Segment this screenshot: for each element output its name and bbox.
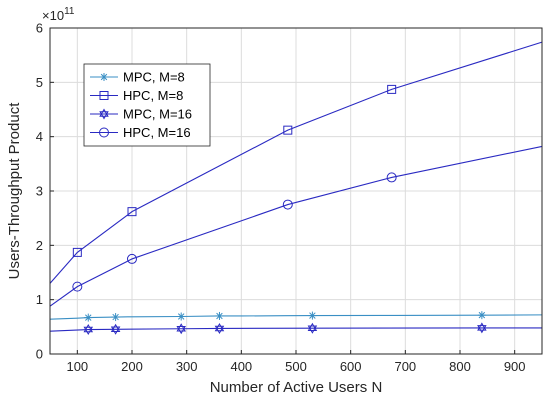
data-point xyxy=(215,311,224,320)
data-point xyxy=(72,247,82,257)
data-point xyxy=(72,281,83,292)
legend-entry: HPC, M=8 xyxy=(90,88,183,103)
data-point xyxy=(308,311,317,320)
data-point xyxy=(83,324,94,336)
series-3 xyxy=(49,322,542,336)
series-1 xyxy=(49,311,543,322)
legend-entry: HPC, M=16 xyxy=(90,125,191,140)
legend-label: MPC, M=8 xyxy=(123,70,185,85)
x-tick-label: 700 xyxy=(394,359,416,374)
x-axis-ticks: 100 200 300 400 500 600 700 800 900 xyxy=(66,350,526,374)
data-point xyxy=(84,313,93,322)
legend-label: HPC, M=8 xyxy=(123,88,183,103)
series-2 xyxy=(49,41,543,284)
legend-entry: MPC, M=16 xyxy=(90,107,192,122)
data-point xyxy=(176,323,186,335)
series-line xyxy=(49,145,543,307)
series-4 xyxy=(49,145,543,307)
x-tick-label: 300 xyxy=(176,359,198,374)
data-point xyxy=(387,84,397,94)
data-point xyxy=(214,322,225,334)
legend-label: MPC, M=16 xyxy=(123,107,192,122)
data-point xyxy=(386,172,397,183)
x-axis-label: Number of Active Users N xyxy=(210,379,383,396)
legend-marker xyxy=(99,91,109,100)
legend-marker xyxy=(100,73,108,81)
series-layer xyxy=(49,41,543,336)
legend-label: HPC, M=16 xyxy=(123,125,191,140)
data-point xyxy=(283,125,293,135)
y-axis-multiplier: ×1011 xyxy=(42,6,75,23)
x-tick-label: 200 xyxy=(121,359,143,374)
legend-entry: MPC, M=8 xyxy=(90,70,185,85)
y-axis-ticks: 0 1 2 3 4 5 6 xyxy=(36,21,54,362)
data-point xyxy=(111,313,120,322)
data-point xyxy=(110,323,121,335)
y-tick-label: 6 xyxy=(36,21,43,36)
y-tick-label: 5 xyxy=(36,75,43,90)
data-point xyxy=(127,253,137,264)
y-tick-label: 0 xyxy=(36,347,43,362)
y-axis-multiplier-exponent: 11 xyxy=(64,6,75,17)
legend: MPC, M=8 HPC, M=8 MPC, M=16 HPC, M=16 xyxy=(83,63,211,147)
x-tick-label: 400 xyxy=(230,359,252,374)
x-tick-label: 500 xyxy=(285,359,307,374)
data-point xyxy=(177,312,186,321)
data-point xyxy=(282,199,293,210)
y-tick-label: 1 xyxy=(36,292,43,307)
x-tick-label: 600 xyxy=(340,359,362,374)
x-tick-label: 900 xyxy=(504,359,526,374)
legend-marker xyxy=(99,127,109,138)
data-point xyxy=(477,322,487,334)
y-tick-label: 3 xyxy=(36,184,43,199)
y-tick-label: 2 xyxy=(36,238,43,253)
data-point xyxy=(127,207,137,217)
series-line xyxy=(49,327,542,332)
x-tick-label: 100 xyxy=(66,359,88,374)
data-point xyxy=(477,311,486,320)
y-axis-label: Users-Throughput Product xyxy=(6,102,23,280)
x-tick-label: 800 xyxy=(449,359,471,374)
y-tick-label: 4 xyxy=(36,129,43,144)
legend-marker xyxy=(99,108,109,120)
series-line xyxy=(49,41,543,284)
y-axis-multiplier-base: ×10 xyxy=(42,8,64,23)
data-point xyxy=(307,322,318,334)
